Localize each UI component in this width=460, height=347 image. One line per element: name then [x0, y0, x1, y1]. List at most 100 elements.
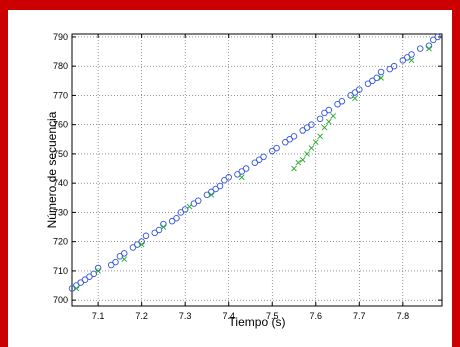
circle-point — [260, 153, 267, 161]
cross-point — [426, 45, 432, 52]
cross-point — [291, 165, 297, 172]
circle-point — [238, 168, 246, 175]
circle-point — [234, 171, 241, 178]
x-tick-label: 7.7 — [353, 311, 366, 321]
cross-point — [326, 118, 332, 125]
circle-point — [356, 86, 363, 93]
circle-point — [273, 144, 280, 152]
x-tick-label: 7.8 — [397, 311, 410, 321]
cross-point — [160, 224, 167, 230]
circle-point — [408, 51, 415, 58]
circle-point — [90, 270, 98, 278]
cross-point — [378, 75, 384, 81]
circle-point — [173, 215, 180, 222]
y-tick-label: 710 — [53, 266, 68, 276]
data-marks — [68, 33, 441, 292]
cross-point — [408, 57, 415, 64]
frame-left-border — [0, 0, 8, 347]
circle-point — [351, 89, 359, 96]
circle-point — [303, 124, 311, 131]
circle-point — [286, 136, 293, 143]
circle-point — [112, 258, 119, 266]
y-tick-label: 750 — [53, 149, 68, 159]
cross-point — [352, 95, 358, 102]
circle-point — [255, 156, 263, 164]
circle-point — [177, 209, 185, 216]
circle-point — [282, 138, 289, 146]
circle-point — [338, 98, 346, 105]
frame-top-border — [0, 0, 460, 10]
x-tick-label: 7.6 — [310, 311, 323, 321]
y-tick-label: 790 — [53, 32, 68, 42]
circle-point — [299, 127, 306, 134]
circle-point — [347, 92, 354, 99]
circle-point — [120, 250, 128, 257]
circle-point — [116, 253, 124, 260]
y-tick-label: 720 — [53, 237, 68, 247]
x-axis-label: Tiempo (s) — [229, 315, 286, 329]
circle-point — [181, 206, 189, 213]
cross-point — [238, 174, 245, 181]
y-axis-label: Número de secuencia — [45, 111, 59, 228]
y-axis-ticks: 700 710 720 730 740 750 760 770 780 790 — [53, 32, 442, 305]
y-tick-label: 700 — [53, 295, 68, 305]
circle-point — [325, 106, 333, 114]
grid-lines — [72, 34, 442, 306]
circle-point — [190, 200, 198, 207]
cross-point — [304, 151, 310, 157]
y-tick-label: 760 — [53, 120, 68, 130]
circle-point — [212, 185, 219, 193]
cross-point — [95, 268, 101, 274]
circle-point — [268, 147, 276, 155]
circle-point — [107, 261, 115, 269]
circle-point — [364, 80, 372, 87]
circle-point — [160, 220, 167, 228]
x-axis-ticks: 7.1 7.2 7.3 7.4 7.5 7.6 7.7 7.8 — [92, 34, 409, 321]
cross-point — [295, 159, 302, 166]
circle-point — [390, 62, 398, 70]
cross-point — [73, 285, 80, 292]
circle-point — [373, 74, 380, 82]
circle-point — [425, 42, 433, 49]
circle-point — [221, 176, 228, 184]
circle-point — [242, 165, 250, 172]
circle-point — [399, 57, 407, 64]
circle-point — [194, 197, 202, 204]
circle-point — [434, 33, 441, 41]
cross-point — [121, 256, 128, 263]
circle-point — [68, 285, 76, 292]
circle-point — [168, 217, 176, 225]
x-tick-label: 7.5 — [266, 311, 279, 321]
circle-point — [203, 191, 211, 199]
circle-point — [416, 45, 424, 52]
x-tick-label: 7.1 — [92, 311, 105, 321]
cross-point — [208, 192, 215, 198]
y-tick-label: 770 — [53, 90, 68, 100]
circle-point — [86, 273, 93, 281]
circle-point — [316, 115, 324, 123]
circle-point — [129, 244, 137, 251]
cross-point — [330, 113, 336, 119]
cross-point — [138, 241, 145, 248]
circle-point — [251, 159, 259, 166]
circle-point — [151, 229, 158, 237]
circle-point — [377, 68, 385, 76]
cross-point — [317, 133, 323, 140]
x-tick-label: 7.3 — [179, 311, 192, 321]
circle-point — [81, 276, 89, 283]
cross-point — [299, 156, 306, 163]
circle-point — [321, 109, 328, 117]
circle-point — [403, 54, 411, 61]
cross-point — [321, 124, 328, 131]
cross-point — [312, 139, 319, 146]
x-tick-label: 7.4 — [222, 311, 235, 321]
circle-point — [94, 264, 102, 272]
circle-point — [155, 226, 163, 234]
plot-area — [71, 33, 443, 307]
circle-point — [430, 36, 437, 44]
circle-point — [386, 65, 394, 73]
circle-point — [308, 121, 315, 128]
x-tick-label: 7.2 — [135, 311, 148, 321]
circle-point — [142, 232, 150, 240]
